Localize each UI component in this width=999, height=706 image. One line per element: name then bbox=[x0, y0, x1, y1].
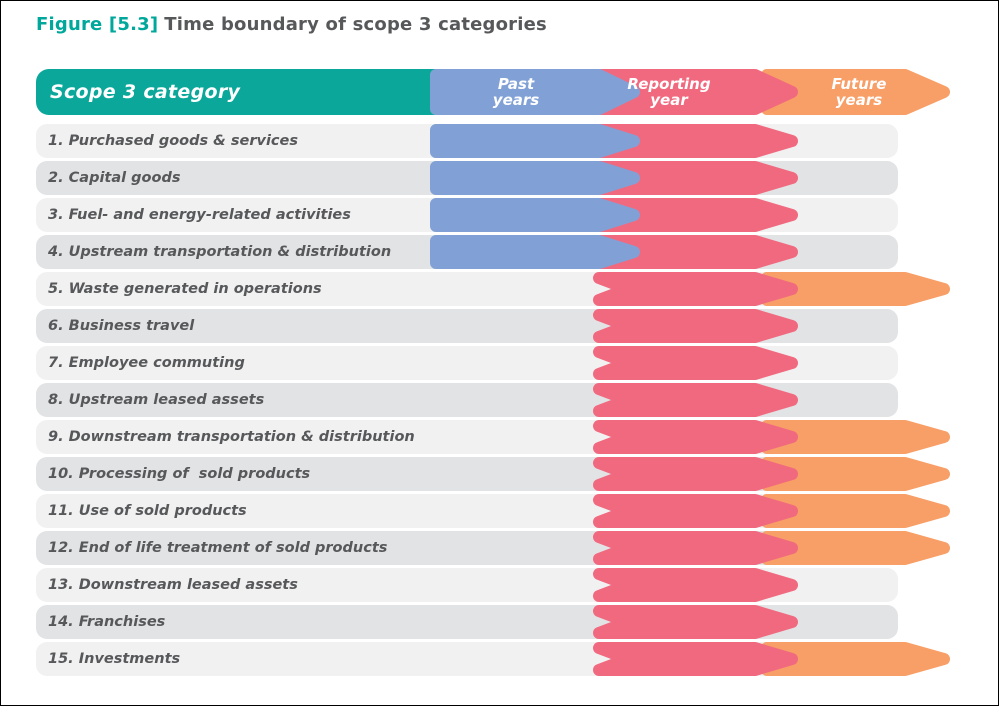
table-header: Scope 3 category Past years Reporting ye… bbox=[1, 69, 999, 115]
category-label: 10. Processing of sold products bbox=[48, 466, 311, 482]
category-label: 4. Upstream transportation & distributio… bbox=[48, 244, 392, 260]
figure-title: Figure [5.3] Time boundary of scope 3 cat… bbox=[36, 14, 547, 35]
reporting-year-arrow bbox=[593, 494, 798, 528]
category-label: 8. Upstream leased assets bbox=[48, 392, 265, 408]
category-label: 7. Employee commuting bbox=[48, 355, 245, 371]
category-label: 12. End of life treatment of sold produc… bbox=[48, 540, 388, 556]
category-label: 1. Purchased goods & services bbox=[48, 133, 298, 149]
row-arrows bbox=[593, 383, 798, 417]
reporting-year-arrow bbox=[593, 272, 798, 306]
reporting-year-header-label: Reporting year bbox=[627, 75, 711, 109]
reporting-year-arrow bbox=[593, 531, 798, 565]
figure-number: Figure [5.3] bbox=[36, 14, 159, 35]
category-row: 14. Franchises bbox=[1, 605, 999, 639]
reporting-year-arrow bbox=[593, 605, 798, 639]
reporting-year-arrow bbox=[593, 457, 798, 491]
reporting-year-arrow bbox=[593, 420, 798, 454]
category-row: 3. Fuel- and energy-related activities bbox=[1, 198, 999, 232]
category-row: 6. Business travel bbox=[1, 309, 999, 343]
row-arrows bbox=[593, 272, 950, 306]
past-years-header-label: Past years bbox=[492, 75, 540, 109]
row-arrows bbox=[593, 531, 950, 565]
figure-title-text: Time boundary of scope 3 categories bbox=[164, 14, 547, 35]
row-arrows bbox=[430, 124, 798, 158]
category-row: 5. Waste generated in operations bbox=[1, 272, 999, 306]
scope3-category-header-label: Scope 3 category bbox=[50, 81, 241, 103]
header-arrows bbox=[430, 69, 950, 115]
past-years-arrow bbox=[430, 161, 640, 195]
category-rows: 1. Purchased goods & services 2. Capital… bbox=[1, 124, 999, 679]
scope3-category-header-bar: Scope 3 category bbox=[36, 69, 448, 115]
category-row: 15. Investments bbox=[1, 642, 999, 676]
past-years-header-arrow bbox=[430, 69, 640, 115]
category-label: 6. Business travel bbox=[48, 318, 195, 334]
category-label: 13. Downstream leased assets bbox=[48, 577, 298, 593]
category-label: 5. Waste generated in operations bbox=[48, 281, 322, 297]
row-arrows bbox=[593, 346, 798, 380]
category-row: 13. Downstream leased assets bbox=[1, 568, 999, 602]
category-row: 9. Downstream transportation & distribut… bbox=[1, 420, 999, 454]
row-arrows bbox=[593, 457, 950, 491]
category-label: 14. Franchises bbox=[48, 614, 166, 630]
row-arrows bbox=[593, 494, 950, 528]
past-years-arrow bbox=[430, 198, 640, 232]
past-years-arrow bbox=[430, 124, 640, 158]
row-arrows bbox=[593, 420, 950, 454]
row-arrows bbox=[430, 161, 798, 195]
category-row: 1. Purchased goods & services bbox=[1, 124, 999, 158]
category-row: 4. Upstream transportation & distributio… bbox=[1, 235, 999, 269]
category-row: 7. Employee commuting bbox=[1, 346, 999, 380]
row-arrows bbox=[430, 235, 798, 269]
row-arrows bbox=[593, 605, 798, 639]
row-arrows bbox=[593, 642, 950, 676]
reporting-year-arrow bbox=[593, 642, 798, 676]
reporting-year-arrow bbox=[593, 309, 798, 343]
future-years-header-label: Future years bbox=[831, 75, 887, 109]
category-label: 3. Fuel- and energy-related activities bbox=[48, 207, 351, 223]
category-label: 9. Downstream transportation & distribut… bbox=[48, 429, 415, 445]
past-years-arrow bbox=[430, 235, 640, 269]
row-arrows bbox=[430, 198, 798, 232]
category-label: 2. Capital goods bbox=[48, 170, 181, 186]
category-row: 11. Use of sold products bbox=[1, 494, 999, 528]
reporting-year-arrow bbox=[593, 568, 798, 602]
category-row: 8. Upstream leased assets bbox=[1, 383, 999, 417]
category-label: 11. Use of sold products bbox=[48, 503, 247, 519]
row-arrows bbox=[593, 568, 798, 602]
category-row: 10. Processing of sold products bbox=[1, 457, 999, 491]
reporting-year-arrow bbox=[593, 346, 798, 380]
reporting-year-arrow bbox=[593, 383, 798, 417]
category-row: 12. End of life treatment of sold produc… bbox=[1, 531, 999, 565]
category-row: 2. Capital goods bbox=[1, 161, 999, 195]
row-arrows bbox=[593, 309, 798, 343]
category-label: 15. Investments bbox=[48, 651, 181, 667]
